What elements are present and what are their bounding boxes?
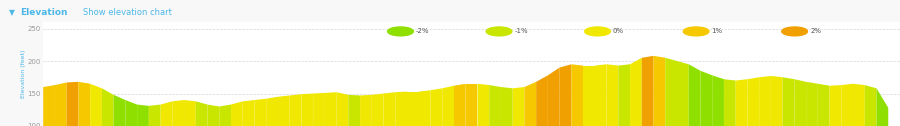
Polygon shape — [795, 79, 806, 126]
Polygon shape — [525, 82, 536, 126]
Polygon shape — [325, 92, 337, 126]
Ellipse shape — [388, 27, 413, 36]
Polygon shape — [137, 105, 148, 126]
Polygon shape — [255, 99, 266, 126]
Polygon shape — [877, 88, 888, 126]
Y-axis label: Elevation (feet): Elevation (feet) — [21, 50, 25, 98]
Polygon shape — [783, 77, 795, 126]
Polygon shape — [548, 68, 560, 126]
Polygon shape — [383, 92, 395, 126]
Polygon shape — [196, 101, 208, 126]
Polygon shape — [513, 87, 525, 126]
Polygon shape — [806, 82, 818, 126]
Polygon shape — [771, 76, 783, 126]
Polygon shape — [583, 66, 595, 126]
Polygon shape — [372, 93, 383, 126]
Polygon shape — [442, 86, 454, 126]
Polygon shape — [43, 85, 55, 126]
Polygon shape — [395, 92, 407, 126]
Polygon shape — [677, 61, 688, 126]
Polygon shape — [572, 64, 583, 126]
Polygon shape — [220, 105, 231, 126]
Polygon shape — [818, 84, 830, 126]
Polygon shape — [313, 93, 325, 126]
Polygon shape — [125, 100, 137, 126]
Polygon shape — [735, 79, 747, 126]
Text: 0%: 0% — [613, 28, 624, 34]
Polygon shape — [55, 83, 67, 126]
Text: -2%: -2% — [416, 28, 429, 34]
Polygon shape — [90, 84, 102, 126]
Text: Show elevation chart: Show elevation chart — [83, 8, 172, 17]
Polygon shape — [465, 84, 478, 126]
Polygon shape — [830, 85, 842, 126]
Ellipse shape — [683, 27, 709, 36]
Polygon shape — [853, 84, 865, 126]
Polygon shape — [618, 64, 630, 126]
Polygon shape — [184, 100, 196, 126]
Text: 2%: 2% — [810, 28, 821, 34]
Ellipse shape — [782, 27, 807, 36]
Polygon shape — [630, 58, 642, 126]
Polygon shape — [724, 79, 735, 126]
Polygon shape — [490, 85, 501, 126]
Polygon shape — [700, 71, 712, 126]
Polygon shape — [653, 56, 665, 126]
Polygon shape — [712, 75, 724, 126]
Polygon shape — [665, 58, 677, 126]
Text: -1%: -1% — [515, 28, 528, 34]
Polygon shape — [172, 100, 184, 126]
Polygon shape — [595, 64, 607, 126]
Polygon shape — [348, 95, 360, 126]
Text: 1%: 1% — [712, 28, 723, 34]
Polygon shape — [337, 92, 348, 126]
Polygon shape — [607, 64, 618, 126]
Polygon shape — [302, 93, 313, 126]
Polygon shape — [407, 92, 418, 126]
Text: ▼: ▼ — [9, 8, 15, 17]
Polygon shape — [266, 97, 278, 126]
Polygon shape — [642, 56, 653, 126]
Polygon shape — [865, 85, 877, 126]
Polygon shape — [360, 95, 372, 126]
Polygon shape — [78, 82, 90, 126]
Polygon shape — [560, 64, 572, 126]
Polygon shape — [113, 95, 125, 126]
Polygon shape — [148, 105, 160, 126]
Polygon shape — [160, 101, 172, 126]
Polygon shape — [430, 88, 442, 126]
Polygon shape — [501, 87, 513, 126]
Polygon shape — [290, 94, 302, 126]
Polygon shape — [760, 76, 771, 126]
Polygon shape — [231, 101, 243, 126]
Polygon shape — [102, 88, 113, 126]
Polygon shape — [278, 96, 290, 126]
Polygon shape — [418, 90, 430, 126]
Ellipse shape — [486, 27, 512, 36]
Polygon shape — [842, 84, 853, 126]
Ellipse shape — [585, 27, 610, 36]
Polygon shape — [67, 82, 78, 126]
Polygon shape — [536, 75, 548, 126]
Text: Elevation: Elevation — [20, 8, 68, 17]
Polygon shape — [688, 64, 700, 126]
Polygon shape — [243, 100, 255, 126]
Polygon shape — [747, 77, 760, 126]
Polygon shape — [478, 84, 490, 126]
Polygon shape — [208, 105, 220, 126]
Polygon shape — [454, 84, 465, 126]
